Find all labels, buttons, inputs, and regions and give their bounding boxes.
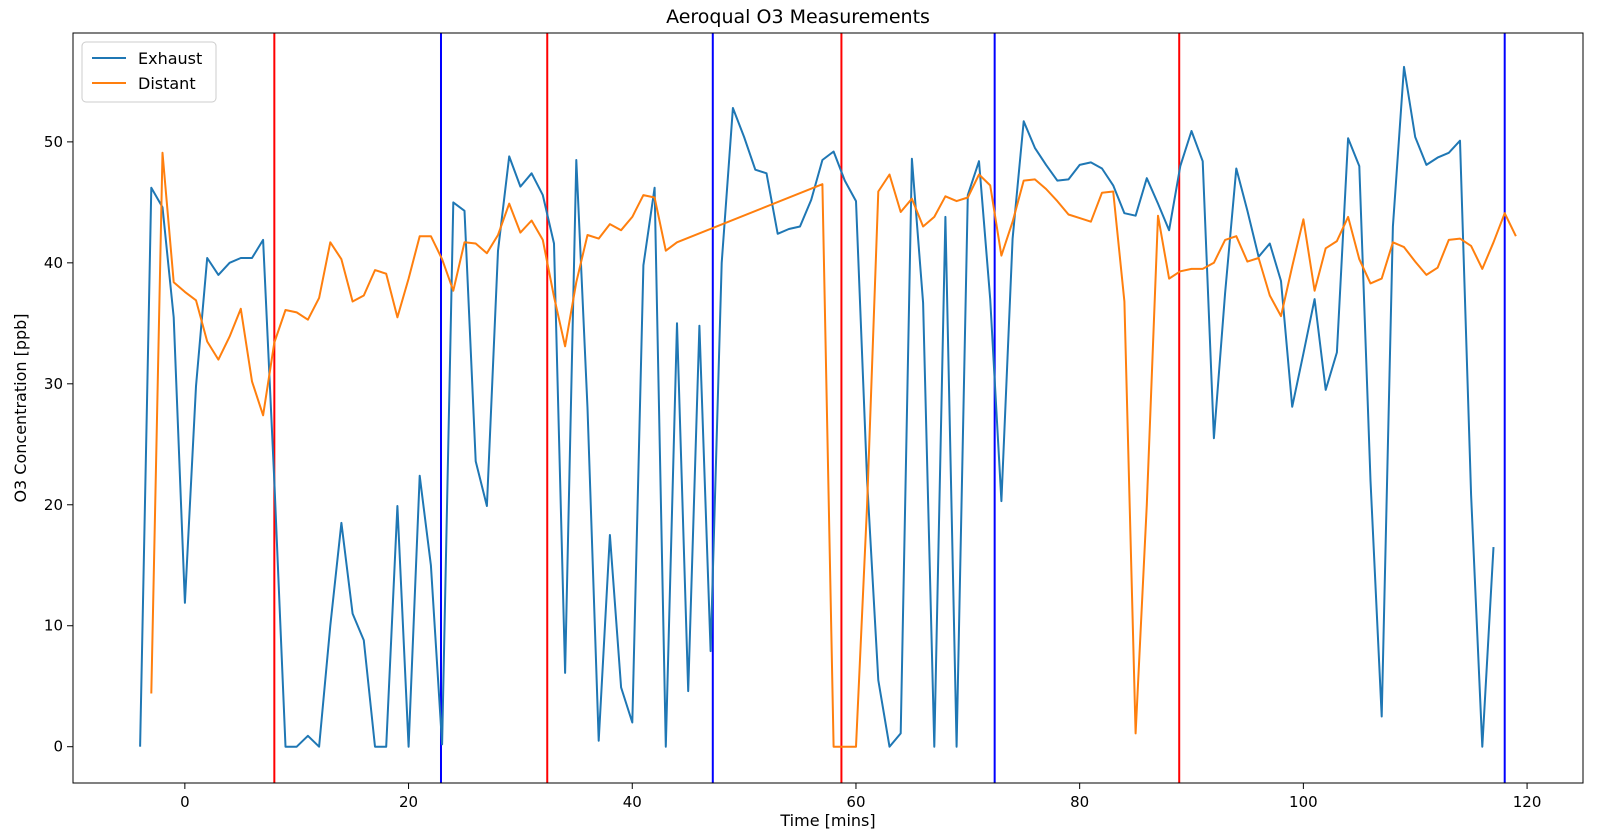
y-tick-label: 0 [53, 738, 63, 756]
legend: Exhaust Distant [81, 41, 217, 103]
x-tick-label: 100 [1289, 793, 1318, 811]
x-tick-label: 20 [399, 793, 418, 811]
series-line-exhaust [139, 65, 1495, 748]
chart-title: Aeroqual O3 Measurements [666, 6, 930, 28]
plot-frame [72, 32, 1584, 784]
y-tick-label: 50 [44, 133, 63, 151]
y-tick-label: 20 [44, 496, 63, 514]
x-axis-label: Time [mins] [779, 811, 875, 830]
y-tick-label: 40 [44, 254, 63, 272]
plot-area [139, 33, 1517, 783]
y-axis-label: O3 Concentration [ppb] [11, 313, 30, 502]
series-line-distant [150, 151, 1517, 748]
y-tick-label: 30 [44, 375, 63, 393]
y-axis: 0 10 20 30 40 50 [44, 133, 73, 756]
x-tick-label: 40 [623, 793, 642, 811]
legend-label-distant: Distant [138, 74, 196, 93]
x-tick-label: 80 [1070, 793, 1089, 811]
legend-label-exhaust: Exhaust [138, 49, 202, 68]
x-tick-label: 60 [846, 793, 865, 811]
y-tick-label: 10 [44, 617, 63, 635]
x-axis: 0 20 40 60 80 100 120 [180, 783, 1541, 811]
x-tick-label: 120 [1513, 793, 1542, 811]
x-tick-label: 0 [180, 793, 190, 811]
